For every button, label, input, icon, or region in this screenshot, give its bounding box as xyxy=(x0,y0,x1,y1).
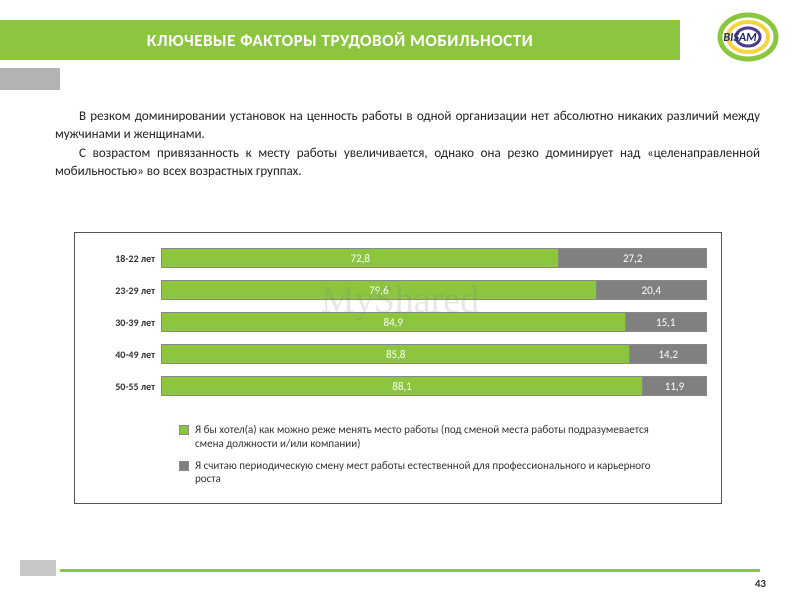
chart-row: 50-55 лет88,111,9 xyxy=(89,373,707,399)
chart-category-label: 30-39 лет xyxy=(89,316,161,329)
chart-category-label: 23-29 лет xyxy=(89,284,161,297)
slide-title: КЛЮЧЕВЫЕ ФАКТОРЫ ТРУДОВОЙ МОБИЛЬНОСТИ xyxy=(147,30,533,51)
chart-bar-segment-1: 72,8 xyxy=(161,248,558,268)
paragraph-1: В резком доминировании установок на ценн… xyxy=(55,108,760,143)
chart-category-label: 18-22 лет xyxy=(89,252,161,265)
body-text: В резком доминировании установок на ценн… xyxy=(55,108,760,182)
chart-category-label: 50-55 лет xyxy=(89,380,161,393)
chart-bar-track: 84,915,1 xyxy=(161,312,707,332)
chart-row: 23-29 лет79,620,4 xyxy=(89,277,707,303)
legend-swatch-2 xyxy=(179,461,189,471)
chart-legend: Я бы хотел(а) как можно реже менять мест… xyxy=(89,423,707,486)
logo: BISAM xyxy=(700,10,780,65)
chart-bar-segment-1: 88,1 xyxy=(161,376,642,396)
chart-bar-track: 85,814,2 xyxy=(161,344,707,364)
chart-category-label: 40-49 лет xyxy=(89,348,161,361)
footer-grey-block xyxy=(20,560,56,576)
chart-bar-segment-2: 20,4 xyxy=(596,280,707,300)
chart-row: 30-39 лет84,915,1 xyxy=(89,309,707,335)
chart-bar-segment-1: 84,9 xyxy=(161,312,625,332)
legend-swatch-1 xyxy=(179,425,189,435)
title-bar: КЛЮЧЕВЫЕ ФАКТОРЫ ТРУДОВОЙ МОБИЛЬНОСТИ xyxy=(0,20,680,60)
chart-plot-area: 18-22 лет72,827,2 23-29 лет79,620,4 30-39 … xyxy=(89,245,707,405)
chart-row: 40-49 лет85,814,2 xyxy=(89,341,707,367)
chart-bar-segment-1: 79,6 xyxy=(161,280,596,300)
footer-line xyxy=(60,569,760,572)
legend-text-2: Я считаю периодическую смену мест работы… xyxy=(195,459,677,487)
grey-accent-bar xyxy=(0,68,60,90)
paragraph-2: С возрастом привязанность к месту работы… xyxy=(55,145,760,180)
chart-bar-segment-2: 14,2 xyxy=(629,344,707,364)
chart-bar-track: 88,111,9 xyxy=(161,376,707,396)
logo-text: BISAM xyxy=(723,31,757,45)
legend-item-1: Я бы хотел(а) как можно реже менять мест… xyxy=(89,423,707,451)
chart-bar-track: 79,620,4 xyxy=(161,280,707,300)
slide: КЛЮЧЕВЫЕ ФАКТОРЫ ТРУДОВОЙ МОБИЛЬНОСТИ BI… xyxy=(0,0,800,600)
chart-bar-segment-2: 15,1 xyxy=(625,312,707,332)
chart-bar-track: 72,827,2 xyxy=(161,248,707,268)
chart-bar-segment-2: 27,2 xyxy=(558,248,707,268)
chart-bar-segment-1: 85,8 xyxy=(161,344,629,364)
chart-bar-segment-2: 11,9 xyxy=(642,376,707,396)
legend-text-1: Я бы хотел(а) как можно реже менять мест… xyxy=(195,423,677,451)
legend-item-2: Я считаю периодическую смену мест работы… xyxy=(89,459,707,487)
chart-row: 18-22 лет72,827,2 xyxy=(89,245,707,271)
page-number: 43 xyxy=(755,577,766,590)
chart-container: 18-22 лет72,827,2 23-29 лет79,620,4 30-39 … xyxy=(74,232,722,504)
